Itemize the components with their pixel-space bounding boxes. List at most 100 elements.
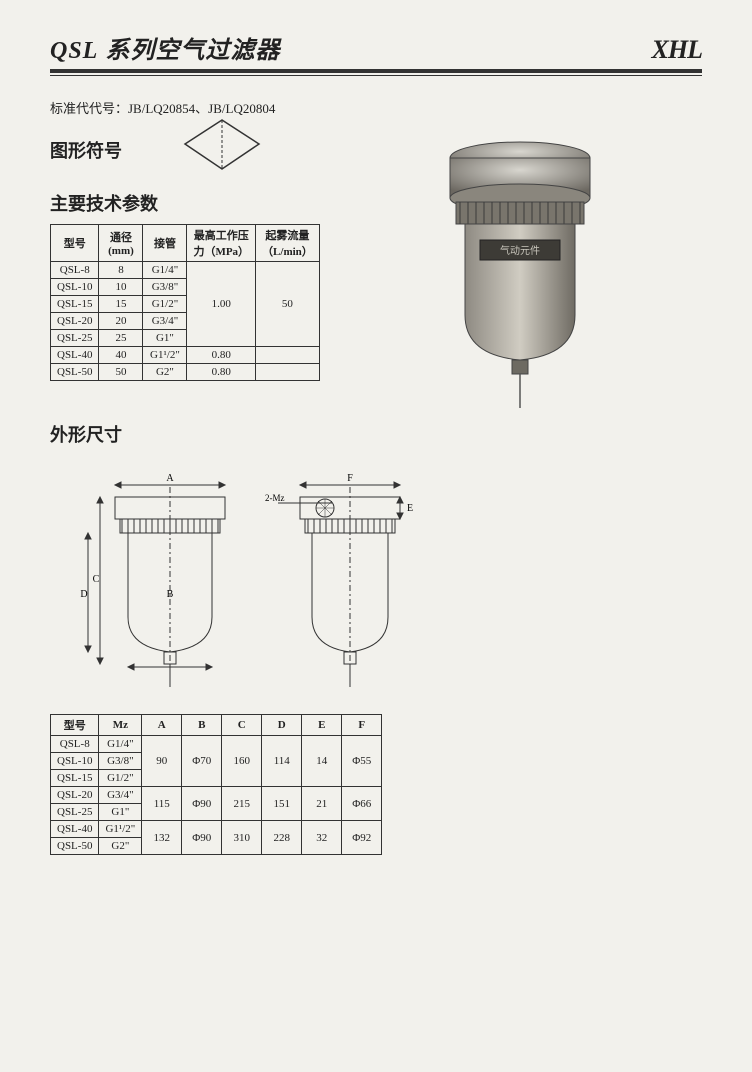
table-row: QSL-20G3/4"115Φ9021515121Φ66	[51, 787, 382, 804]
table-header: 接管	[143, 225, 187, 262]
table-cell: 228	[262, 821, 302, 855]
table-cell: Φ66	[342, 787, 382, 821]
dim-label-f: F	[347, 473, 353, 484]
table-header: B	[182, 715, 222, 736]
table-cell: QSL-20	[51, 313, 99, 330]
table-row: QSL-88G1/4"1.0050	[51, 262, 320, 279]
table-cell: 8	[99, 262, 143, 279]
table-cell: QSL-10	[51, 279, 99, 296]
table-cell: 15	[99, 296, 143, 313]
table-cell: 0.80	[187, 347, 256, 364]
table-cell	[256, 347, 320, 364]
standard-code-line: 标准代代号：JB/LQ20854、JB/LQ20804	[50, 98, 702, 117]
table-cell: 21	[302, 787, 342, 821]
table-row: QSL-8G1/4"90Φ7016011414Φ55	[51, 736, 382, 753]
brand-logo: XHL	[652, 35, 702, 65]
table-cell: 1.00	[187, 262, 256, 347]
spec-table: 型号通径(mm)接管最高工作压力（MPa）起雾流量（L/min） QSL-88G…	[50, 224, 320, 381]
section-outer-dims: 外形尺寸	[50, 421, 702, 447]
table-cell: Φ70	[182, 736, 222, 787]
header-rule-thick	[50, 69, 702, 73]
table-cell: 160	[222, 736, 262, 787]
table-header: 起雾流量（L/min）	[256, 225, 320, 262]
table-cell: G1¹/2"	[143, 347, 187, 364]
table-cell: G1"	[143, 330, 187, 347]
table-header: F	[342, 715, 382, 736]
table-cell: 114	[262, 736, 302, 787]
table-row: QSL-5050G2"0.80	[51, 364, 320, 381]
table-cell: G3/8"	[143, 279, 187, 296]
table-cell: QSL-10	[51, 753, 99, 770]
product-photo: 气动元件	[420, 130, 620, 410]
table-cell: G1/2"	[143, 296, 187, 313]
table-header: E	[302, 715, 342, 736]
table-cell: 115	[142, 787, 182, 821]
dim-label-a: A	[166, 473, 174, 484]
table-cell: QSL-40	[51, 347, 99, 364]
table-cell: 14	[302, 736, 342, 787]
table-header: C	[222, 715, 262, 736]
table-cell: G1"	[99, 804, 142, 821]
table-cell: G1/4"	[143, 262, 187, 279]
table-cell: QSL-8	[51, 736, 99, 753]
table-cell: G3/8"	[99, 753, 142, 770]
table-cell: QSL-25	[51, 330, 99, 347]
title-rest: 系列空气过滤器	[98, 38, 280, 64]
page-title: QSL 系列空气过滤器	[50, 30, 280, 65]
title-prefix: QSL	[50, 38, 98, 64]
table-cell: G2"	[143, 364, 187, 381]
section-graphic-symbol: 图形符号	[50, 137, 122, 163]
table-cell: 215	[222, 787, 262, 821]
table-header: Mz	[99, 715, 142, 736]
table-cell: G1/2"	[99, 770, 142, 787]
table-cell: QSL-20	[51, 787, 99, 804]
table-cell: 0.80	[187, 364, 256, 381]
table-cell: QSL-8	[51, 262, 99, 279]
page-header: QSL 系列空气过滤器 XHL	[50, 30, 702, 65]
table-cell: QSL-40	[51, 821, 99, 838]
dim-label-mz: 2-Mz	[265, 493, 285, 503]
table-cell: G3/4"	[99, 787, 142, 804]
table-cell: 40	[99, 347, 143, 364]
table-cell: 132	[142, 821, 182, 855]
table-cell: Φ55	[342, 736, 382, 787]
table-header: 最高工作压力（MPa）	[187, 225, 256, 262]
table-header: D	[262, 715, 302, 736]
table-header: 型号	[51, 225, 99, 262]
dim-label-d: D	[80, 589, 87, 600]
table-cell: QSL-15	[51, 296, 99, 313]
table-header: 通径(mm)	[99, 225, 143, 262]
svg-text:气动元件: 气动元件	[500, 244, 540, 257]
table-cell: 90	[142, 736, 182, 787]
table-row: QSL-4040G1¹/2"0.80	[51, 347, 320, 364]
filter-symbol-icon	[182, 117, 262, 172]
table-cell: Φ92	[342, 821, 382, 855]
table-cell: 310	[222, 821, 262, 855]
table-cell: 151	[262, 787, 302, 821]
table-cell: QSL-25	[51, 804, 99, 821]
dimensions-table: 型号MzABCDEF QSL-8G1/4"90Φ7016011414Φ55QSL…	[50, 714, 382, 855]
table-cell: 50	[256, 262, 320, 347]
table-cell: Φ90	[182, 787, 222, 821]
table-cell: Φ90	[182, 821, 222, 855]
table-cell: 10	[99, 279, 143, 296]
table-cell: 20	[99, 313, 143, 330]
table-cell: G2"	[99, 838, 142, 855]
table-cell: 25	[99, 330, 143, 347]
table-row: QSL-40G1¹/2"132Φ9031022832Φ92	[51, 821, 382, 838]
table-cell: QSL-15	[51, 770, 99, 787]
table-cell: QSL-50	[51, 364, 99, 381]
table-cell: G1/4"	[99, 736, 142, 753]
table-cell	[256, 364, 320, 381]
dimension-drawing: A B C D F E 2-Mz	[70, 467, 430, 697]
table-cell: G3/4"	[143, 313, 187, 330]
table-cell: QSL-50	[51, 838, 99, 855]
table-header: 型号	[51, 715, 99, 736]
table-header: A	[142, 715, 182, 736]
table-cell: G1¹/2"	[99, 821, 142, 838]
header-rule-thin	[50, 75, 702, 76]
table-cell: 50	[99, 364, 143, 381]
table-cell: 32	[302, 821, 342, 855]
dim-label-c: C	[93, 574, 100, 585]
dim-label-b: B	[167, 589, 174, 600]
